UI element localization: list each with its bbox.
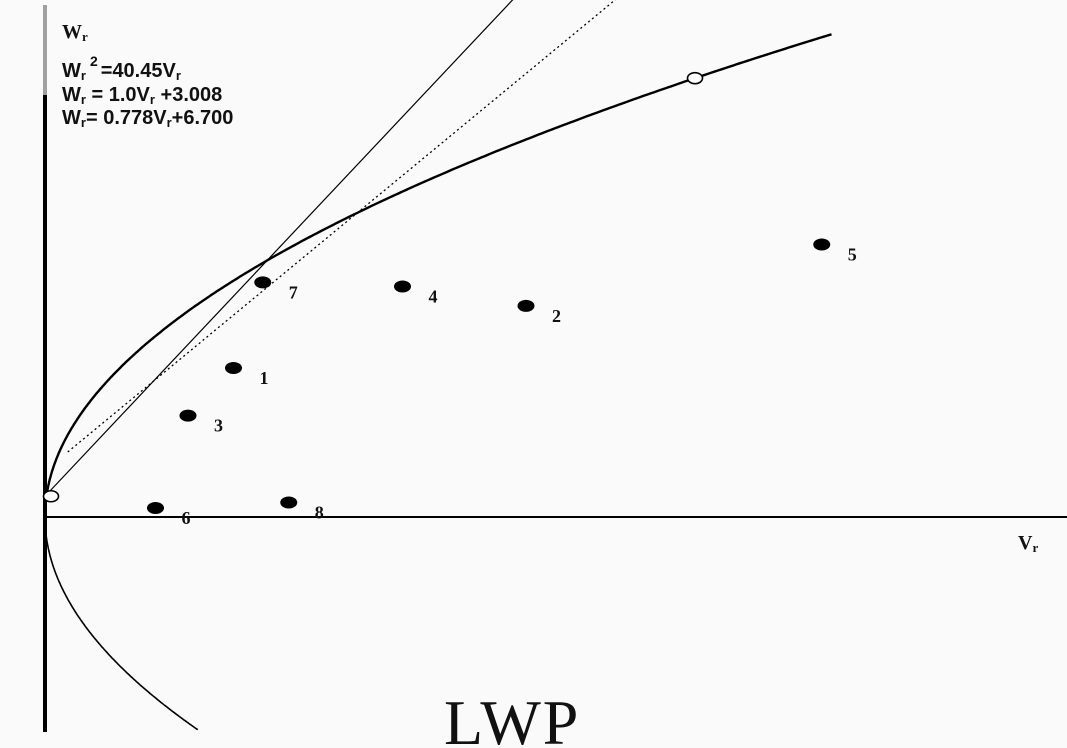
data-point-label-8: 8 xyxy=(315,503,324,523)
data-point-label-2: 2 xyxy=(552,306,561,326)
data-point-7 xyxy=(254,276,272,289)
fit-line-2 xyxy=(67,0,617,453)
data-point-5 xyxy=(813,238,831,251)
data-point-label-4: 4 xyxy=(429,287,438,307)
data-point-label-3: 3 xyxy=(214,416,223,436)
intersection-marker-2 xyxy=(686,71,704,85)
intersection-markers xyxy=(42,71,704,503)
data-point-4 xyxy=(394,280,411,293)
intersection-marker-1 xyxy=(42,489,60,503)
data-point-8 xyxy=(280,496,298,509)
data-point-label-7: 7 xyxy=(289,282,298,302)
data-point-label-1: 1 xyxy=(260,368,269,388)
parabola-upper-branch xyxy=(43,33,832,517)
chart-title: LWP xyxy=(444,687,580,748)
data-point-label-6: 6 xyxy=(182,508,191,528)
data-point-label-5: 5 xyxy=(848,244,857,264)
data-point-6 xyxy=(147,502,164,515)
fit-line-1 xyxy=(44,0,514,497)
equation-3: Wr= 0.778Vr+6.700 xyxy=(62,107,233,130)
data-point-1 xyxy=(225,361,242,374)
equation-2: Wr = 1.0Vr +3.008 xyxy=(62,84,222,107)
data-point-2 xyxy=(517,299,535,312)
equation-1: Wr2 =40.45Vr xyxy=(62,53,181,83)
x-axis-label: Vr xyxy=(1018,532,1038,555)
data-points: 1 2 3 4 5 6 7 8 xyxy=(147,238,857,528)
parabola-lower-branch xyxy=(44,517,199,731)
y-axis-label: Wr xyxy=(62,21,88,44)
data-point-3 xyxy=(179,409,197,422)
